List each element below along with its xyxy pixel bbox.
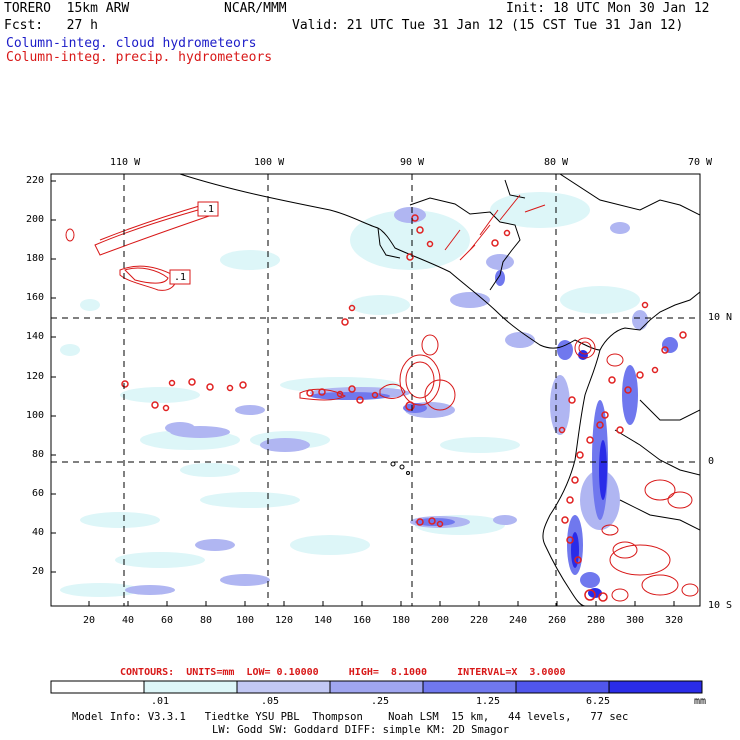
forecast-hour: Fcst: 27 h (4, 18, 98, 33)
lon-label-100w: 100 W (254, 157, 285, 168)
cloud-shading (60, 192, 678, 598)
x-tick-label: 20 (83, 615, 96, 626)
graticule (51, 174, 700, 606)
x-tick-label: 60 (161, 615, 174, 626)
colorbar-swatch (422, 680, 517, 694)
lon-label-90w: 90 W (400, 157, 425, 168)
colorbar-unit: mm (694, 696, 707, 707)
x-tick-label: 140 (314, 615, 333, 626)
colorbar-swatch (515, 680, 610, 694)
coastlines (179, 174, 700, 606)
contour-label-2: .1 (174, 272, 187, 283)
contour-label-boxes (169, 201, 219, 285)
x-tick-label: 40 (122, 615, 135, 626)
model-info: Model Info: V3.3.1 Tiedtke YSU PBL Thomp… (72, 711, 629, 723)
field-cloud-label: Column-integ. cloud hydrometeors (6, 36, 257, 51)
contour-info: CONTOURS: UNITS=mm LOW= 0.10000 HIGH= 8.… (120, 667, 566, 678)
contour-label-1: .1 (202, 204, 215, 215)
x-tick-label: 160 (353, 615, 372, 626)
model-title: TORERO 15km ARW (4, 1, 130, 16)
colorbar-tick: 1.25 (476, 696, 501, 707)
colorbar-swatch (50, 680, 145, 694)
y-tick-label: 80 (32, 449, 45, 460)
lon-label-80w: 80 W (544, 157, 569, 168)
x-tick-label: 80 (200, 615, 213, 626)
x-tick-label: 120 (275, 615, 294, 626)
colorbar-tick: 6.25 (586, 696, 611, 707)
y-tick-label: 60 (32, 488, 45, 499)
lon-label-70w: 70 W (688, 157, 713, 168)
lat-label-10n: 10 N (708, 312, 733, 323)
x-tick-label: 240 (509, 615, 528, 626)
y-tick-label: 20 (32, 566, 45, 577)
map-frame (50, 173, 701, 607)
colorbar-swatch (143, 680, 238, 694)
x-tick-label: 180 (392, 615, 411, 626)
colorbar-swatch (329, 680, 424, 694)
x-tick-label: 320 (665, 615, 684, 626)
colorbar-tick: .05 (261, 696, 280, 707)
y-tick-label: 220 (26, 175, 45, 186)
y-tick-label: 160 (26, 292, 45, 303)
valid-time: Valid: 21 UTC Tue 31 Jan 12 (15 CST Tue … (292, 18, 684, 33)
y-tick-label: 40 (32, 527, 45, 538)
colorbar-tick: .25 (371, 696, 390, 707)
x-tick-label: 260 (548, 615, 567, 626)
x-tick-label: 200 (431, 615, 450, 626)
y-tick-label: 180 (26, 253, 45, 264)
x-tick-label: 220 (470, 615, 489, 626)
lat-label-10s: 10 S (708, 600, 733, 611)
y-tick-label: 140 (26, 331, 45, 342)
precip-cores (121, 214, 687, 602)
init-time: Init: 18 UTC Mon 30 Jan 12 (506, 1, 710, 16)
lon-label-110w: 110 W (110, 157, 141, 168)
colorbar-tick: .01 (151, 696, 170, 707)
lat-label-0: 0 (708, 456, 715, 467)
y-tick-label: 120 (26, 371, 45, 382)
org-label: NCAR/MMM (224, 1, 287, 16)
precip-contours (65, 194, 699, 602)
colorbar-swatch (608, 680, 703, 694)
x-tick-label: 100 (236, 615, 255, 626)
y-tick-label: 100 (26, 410, 45, 421)
x-tick-label: 300 (626, 615, 645, 626)
x-tick-label: 280 (587, 615, 606, 626)
axis-ticks (51, 180, 675, 606)
physics-info: LW: Godd SW: Goddard DIFF: simple KM: 2D… (212, 724, 510, 736)
colorbar-swatch (236, 680, 331, 694)
y-tick-label: 200 (26, 214, 45, 225)
field-precip-label: Column-integ. precip. hydrometeors (6, 50, 273, 65)
colorbar (50, 680, 703, 694)
